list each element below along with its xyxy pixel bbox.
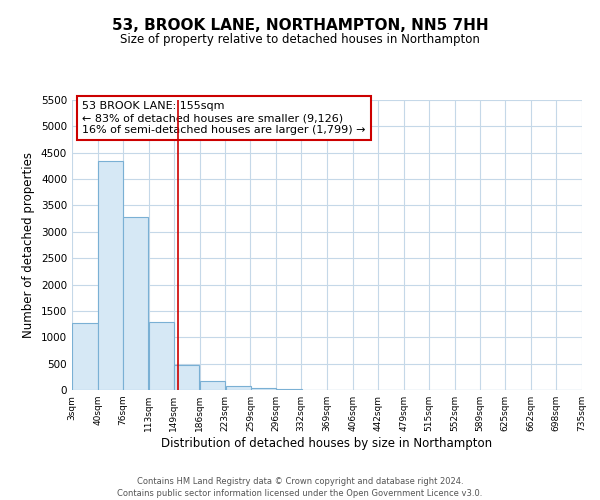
Bar	[98, 161, 123, 390]
Y-axis label: Number of detached properties: Number of detached properties	[22, 152, 35, 338]
Text: 53, BROOK LANE, NORTHAMPTON, NN5 7HH: 53, BROOK LANE, NORTHAMPTON, NN5 7HH	[112, 18, 488, 32]
Text: Size of property relative to detached houses in Northampton: Size of property relative to detached ho…	[120, 32, 480, 46]
Bar	[226, 386, 251, 390]
Bar	[123, 216, 148, 390]
Text: Contains HM Land Registry data © Crown copyright and database right 2024.: Contains HM Land Registry data © Crown c…	[137, 478, 463, 486]
Bar	[72, 323, 97, 390]
Bar	[174, 364, 199, 390]
Bar	[277, 389, 302, 390]
X-axis label: Distribution of detached houses by size in Northampton: Distribution of detached houses by size …	[161, 437, 493, 450]
Text: 53 BROOK LANE: 155sqm
← 83% of detached houses are smaller (9,126)
16% of semi-d: 53 BROOK LANE: 155sqm ← 83% of detached …	[82, 102, 366, 134]
Bar	[251, 388, 276, 390]
Bar	[149, 322, 174, 390]
Bar	[200, 381, 225, 390]
Text: Contains public sector information licensed under the Open Government Licence v3: Contains public sector information licen…	[118, 489, 482, 498]
